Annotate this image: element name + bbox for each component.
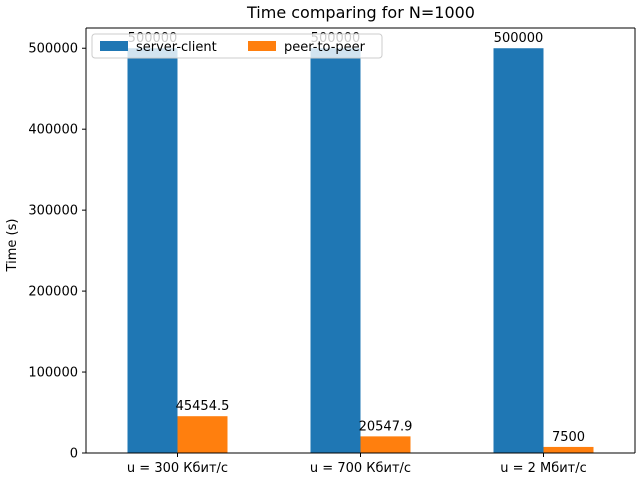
data-label-server-client-2: 500000 [494, 31, 544, 46]
x-tick-label-2: u = 2 Мбит/с [500, 461, 587, 476]
plot-area: 50000050000050000045454.520547.975000100… [28, 27, 636, 476]
y-tick-label-0: 0 [70, 447, 78, 462]
bar-peer-to-peer-1 [360, 436, 411, 453]
legend-swatch-peer-to-peer [248, 41, 276, 51]
data-label-peer-to-peer-1: 20547.9 [359, 419, 413, 434]
legend: server-client peer-to-peer [91, 33, 383, 59]
bar-server-client-0 [127, 48, 178, 453]
data-label-peer-to-peer-2: 7500 [552, 430, 585, 445]
y-tick-label-4: 400000 [28, 123, 78, 138]
x-tick-label-1: u = 700 Кбит/с [310, 461, 411, 476]
y-tick-label-5: 500000 [28, 42, 78, 57]
chart-title: Time comparing for N=1000 [246, 3, 475, 22]
bar-peer-to-peer-0 [177, 416, 228, 453]
bar-peer-to-peer-2 [543, 446, 594, 453]
x-tick-label-0: u = 300 Кбит/с [127, 461, 228, 476]
y-tick-label-3: 300000 [28, 204, 78, 219]
legend-frame [91, 33, 383, 59]
y-tick-label-1: 100000 [28, 366, 78, 381]
data-label-peer-to-peer-0: 45454.5 [176, 399, 230, 414]
legend-swatch-server-client [100, 41, 128, 51]
legend-label-server-client: server-client [136, 40, 217, 55]
bar-server-client-1 [310, 48, 361, 453]
y-tick-label-2: 200000 [28, 285, 78, 300]
legend-label-peer-to-peer: peer-to-peer [284, 40, 366, 55]
bar-server-client-2 [493, 48, 544, 453]
y-axis-label: Time (s) [5, 219, 20, 273]
